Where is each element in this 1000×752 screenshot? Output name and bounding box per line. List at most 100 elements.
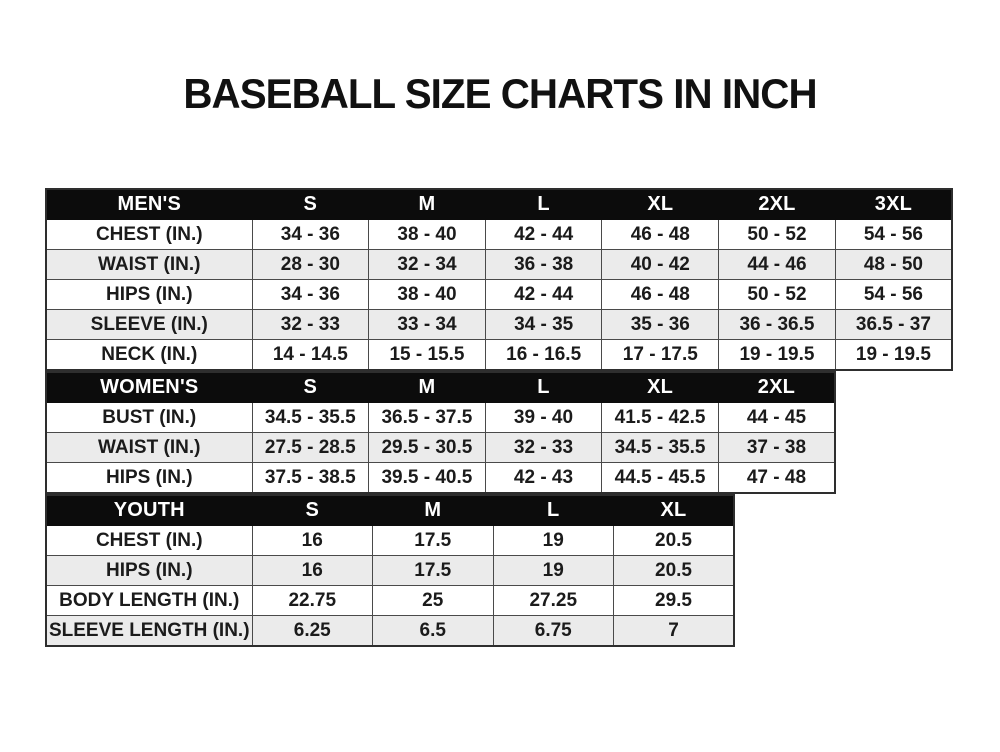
table-row: HIPS (IN.) 34 - 36 38 - 40 42 - 44 46 - 48 50… [45,279,953,310]
size-value-cell: 16 [251,525,373,556]
size-value-cell: 17.5 [372,555,494,586]
youth-size-table: YOUTH S M L XL CHEST (IN.) 16 17.5 19 20.5 HIPS (I… [45,494,735,647]
size-value-cell: 29.5 - 30.5 [368,432,486,463]
size-column-header: S [251,188,370,220]
size-value-cell: 48 - 50 [834,249,953,280]
size-column-header: XL [601,371,719,403]
size-value-cell: 54 - 56 [834,219,953,250]
size-value-cell: 46 - 48 [601,219,720,250]
size-value-cell: 6.5 [372,615,494,647]
measurement-label: WAIST (IN.) [45,249,253,280]
table-row: HIPS (IN.) 16 17.5 19 20.5 [45,555,735,586]
size-value-cell: 36 - 36.5 [718,309,836,340]
table-row: BUST (IN.) 34.5 - 35.5 36.5 - 37.5 39 - 40 4… [45,402,836,433]
header-row: MEN'S S M L XL 2XL 3XL [45,188,953,220]
size-column-header: L [492,494,614,526]
table-row: BODY LENGTH (IN.) 22.75 25 27.25 29.5 [45,585,735,616]
size-column-header: M [368,188,486,220]
size-value-cell: 42 - 44 [484,279,603,310]
size-value-cell: 44.5 - 45.5 [601,462,719,494]
size-column-header: XL [613,494,735,526]
table-row: SLEEVE (IN.) 32 - 33 33 - 34 34 - 35 35 - 36… [45,309,953,340]
size-value-cell: 34 - 35 [484,309,603,340]
size-value-cell: 37.5 - 38.5 [251,462,370,494]
size-value-cell: 6.75 [492,615,614,647]
size-value-cell: 46 - 48 [601,279,720,310]
size-value-cell: 42 - 44 [484,219,603,250]
size-value-cell: 37 - 38 [717,432,836,463]
measurement-label: HIPS (IN.) [45,462,253,494]
size-value-cell: 54 - 56 [834,279,953,310]
size-value-cell: 41.5 - 42.5 [601,402,719,433]
table-title-cell: YOUTH [45,494,253,526]
measurement-label: SLEEVE LENGTH (IN.) [45,615,253,647]
size-value-cell: 36.5 - 37 [834,309,953,340]
table-title-cell: MEN'S [45,188,253,220]
size-value-cell: 6.25 [251,615,373,647]
header-row: YOUTH S M L XL [45,494,735,526]
size-value-cell: 25 [372,585,494,616]
table-row: WAIST (IN.) 27.5 - 28.5 29.5 - 30.5 32 - 33… [45,432,836,463]
mens-size-table: MEN'S S M L XL 2XL 3XL CHEST (IN.) 34 - 36 38 - 4… [45,188,953,371]
size-column-header: L [484,371,603,403]
size-column-header: S [251,494,373,526]
table-row: HIPS (IN.) 37.5 - 38.5 39.5 - 40.5 42 - 43 4… [45,462,836,494]
size-value-cell: 44 - 46 [718,249,836,280]
size-value-cell: 42 - 43 [484,462,603,494]
table-row: CHEST (IN.) 16 17.5 19 20.5 [45,525,735,556]
size-value-cell: 15 - 15.5 [368,339,486,371]
size-value-cell: 22.75 [251,585,373,616]
table-row: SLEEVE LENGTH (IN.) 6.25 6.5 6.75 7 [45,615,735,647]
size-value-cell: 34.5 - 35.5 [251,402,370,433]
size-value-cell: 19 [492,525,614,556]
size-value-cell: 20.5 [613,555,735,586]
measurement-label: SLEEVE (IN.) [45,309,253,340]
size-value-cell: 32 - 33 [251,309,370,340]
size-value-cell: 39.5 - 40.5 [368,462,486,494]
measurement-label: WAIST (IN.) [45,432,253,463]
size-value-cell: 40 - 42 [601,249,720,280]
size-value-cell: 17 - 17.5 [601,339,720,371]
size-value-cell: 34.5 - 35.5 [601,432,719,463]
measurement-label: CHEST (IN.) [45,219,253,250]
size-value-cell: 17.5 [372,525,494,556]
size-column-header: M [372,494,494,526]
size-value-cell: 16 [251,555,373,586]
size-value-cell: 34 - 36 [251,219,370,250]
size-column-header: 3XL [834,188,953,220]
size-column-header: 2XL [718,188,836,220]
size-value-cell: 28 - 30 [251,249,370,280]
size-column-header: 2XL [717,371,836,403]
measurement-label: NECK (IN.) [45,339,253,371]
size-value-cell: 32 - 34 [368,249,486,280]
size-value-cell: 35 - 36 [601,309,720,340]
size-value-cell: 36.5 - 37.5 [368,402,486,433]
table-title-cell: WOMEN'S [45,371,253,403]
size-value-cell: 19 [492,555,614,586]
size-column-header: XL [601,188,720,220]
size-value-cell: 47 - 48 [717,462,836,494]
size-value-cell: 36 - 38 [484,249,603,280]
tables-area: MEN'S S M L XL 2XL 3XL CHEST (IN.) 34 - 36 38 - 4… [45,188,953,647]
size-value-cell: 32 - 33 [484,432,603,463]
header-row: WOMEN'S S M L XL 2XL [45,371,836,403]
size-value-cell: 19 - 19.5 [834,339,953,371]
size-value-cell: 19 - 19.5 [718,339,836,371]
size-value-cell: 20.5 [613,525,735,556]
womens-size-table: WOMEN'S S M L XL 2XL BUST (IN.) 34.5 - 35.5 36.5… [45,371,836,494]
size-value-cell: 27.5 - 28.5 [251,432,370,463]
measurement-label: BODY LENGTH (IN.) [45,585,253,616]
size-value-cell: 38 - 40 [368,219,486,250]
size-column-header: S [251,371,370,403]
table-row: WAIST (IN.) 28 - 30 32 - 34 36 - 38 40 - 42 4… [45,249,953,280]
size-column-header: M [368,371,486,403]
size-value-cell: 27.25 [492,585,614,616]
measurement-label: BUST (IN.) [45,402,253,433]
size-value-cell: 16 - 16.5 [484,339,603,371]
size-value-cell: 29.5 [613,585,735,616]
table-row: NECK (IN.) 14 - 14.5 15 - 15.5 16 - 16.5 17 … [45,339,953,371]
size-value-cell: 14 - 14.5 [251,339,370,371]
size-value-cell: 44 - 45 [717,402,836,433]
table-row: CHEST (IN.) 34 - 36 38 - 40 42 - 44 46 - 48 5… [45,219,953,250]
